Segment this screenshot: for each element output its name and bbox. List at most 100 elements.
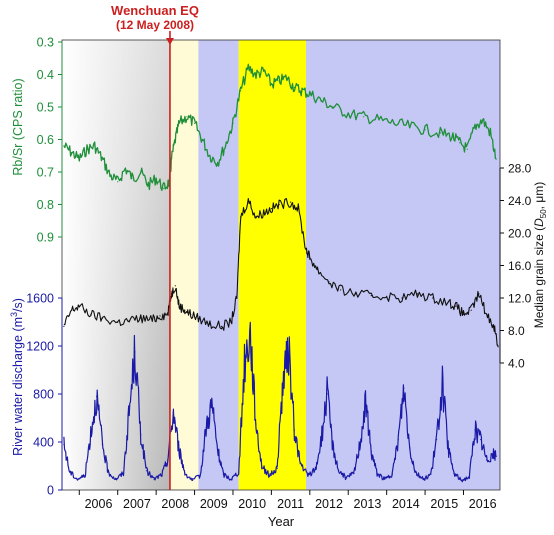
data-point-2-56 [422,478,424,480]
year-tick-label-10: 2016 [469,497,497,511]
data-point-2-60 [447,447,449,449]
year-tick-label-3: 2009 [200,497,228,511]
data-point-1-24 [263,212,265,214]
data-point-2-18 [178,449,180,451]
data-point-1-32 [328,281,330,283]
y-axis-label-rbsr: Rb/Sr (CPS ratio) [11,78,25,175]
series-line-1 [63,197,499,347]
annotation-title: Wenchuan EQ [111,3,199,18]
data-point-2-11 [134,351,136,353]
x-axis-label: Year [268,514,295,529]
shaded-period-4 [305,40,500,490]
data-point-0-17 [178,122,180,124]
grain-tick-label-1: 8.0 [508,324,525,338]
data-point-0-41 [409,125,411,128]
data-point-1-46 [493,325,495,327]
data-point-2-68 [495,455,497,457]
data-point-2-41 [326,393,328,395]
data-point-0-31 [286,77,288,79]
data-point-2-54 [409,447,411,449]
data-point-2-66 [486,459,488,461]
data-point-1-21 [240,216,242,218]
data-point-2-10 [128,411,130,413]
data-point-0-38 [363,116,365,118]
data-point-0-43 [439,132,441,134]
y-axis-label-discharge: River water discharge (m3/s) [9,298,25,456]
data-point-2-9 [122,472,125,474]
data-point-0-42 [424,129,426,131]
earthquake-arrow-head [165,38,174,45]
data-point-1-37 [401,297,403,299]
data-point-2-44 [345,477,347,479]
year-tick-label-9: 2015 [430,497,458,511]
data-point-0-32 [293,86,295,89]
data-point-1-2 [78,305,80,307]
year-tick-label-8: 2014 [392,497,420,511]
data-point-2-0 [63,443,65,445]
data-point-2-42 [332,446,334,448]
data-point-1-41 [455,305,457,307]
data-point-1-39 [432,297,434,299]
grain-tick-label-3: 16.0 [508,259,532,273]
data-point-2-30 [255,423,257,425]
data-point-1-5 [117,321,119,323]
data-point-2-36 [293,429,295,431]
data-point-2-3 [84,475,86,477]
data-point-2-2 [76,478,78,480]
data-point-1-1 [71,309,73,311]
rbsr-tick-label-2: 0.5 [37,101,54,115]
year-tick-label-6: 2012 [315,497,343,511]
data-point-1-28 [297,208,299,210]
data-point-0-46 [466,148,468,150]
data-point-2-17 [172,411,174,413]
discharge-tick-label-1: 400 [33,436,54,450]
data-point-1-10 [167,313,169,315]
data-point-0-44 [451,135,453,137]
data-point-2-51 [391,473,393,475]
discharge-tick-label-0: 0 [47,484,54,498]
data-point-2-53 [403,387,405,389]
data-point-1-27 [290,201,292,203]
annotation-date: (12 May 2008) [116,18,194,32]
data-point-1-40 [447,301,449,303]
data-point-1-43 [470,309,472,311]
data-point-2-22 [205,427,207,429]
grain-tick-label-4: 20.0 [508,227,532,241]
data-point-0-21 [209,155,211,157]
data-point-1-25 [270,208,272,210]
data-point-2-32 [268,475,271,477]
year-tick-label-4: 2010 [238,497,266,511]
data-point-2-50 [384,478,386,480]
shaded-period-3 [238,40,306,490]
data-point-0-22 [217,161,219,163]
rbsr-tick-label-0: 0.3 [37,36,54,50]
data-point-0-35 [320,99,322,102]
data-point-2-21 [199,475,201,477]
data-point-1-18 [220,325,222,327]
data-point-1-3 [90,313,92,315]
data-point-0-10 [140,171,142,173]
rbsr-tick-label-5: 0.8 [37,198,54,212]
data-point-2-6 [101,443,103,445]
data-point-2-62 [461,479,463,481]
data-point-1-44 [478,293,480,295]
data-point-2-14 [153,478,155,480]
data-point-2-34 [282,381,284,383]
data-point-0-30 [278,80,280,82]
data-point-1-36 [386,295,388,297]
data-point-1-45 [486,313,488,315]
data-point-0-29 [270,83,272,85]
data-point-2-19 [184,472,186,474]
data-point-2-5 [96,395,98,397]
data-point-2-67 [491,453,493,455]
data-point-0-6 [109,174,111,176]
data-point-0-13 [163,187,165,189]
data-point-2-52 [397,439,399,441]
data-point-0-48 [482,119,484,121]
year-tick-label-1: 2007 [123,497,151,511]
data-point-2-25 [222,473,224,475]
data-point-0-5 [101,158,103,160]
data-point-1-38 [416,293,418,295]
data-point-1-7 [140,317,142,319]
